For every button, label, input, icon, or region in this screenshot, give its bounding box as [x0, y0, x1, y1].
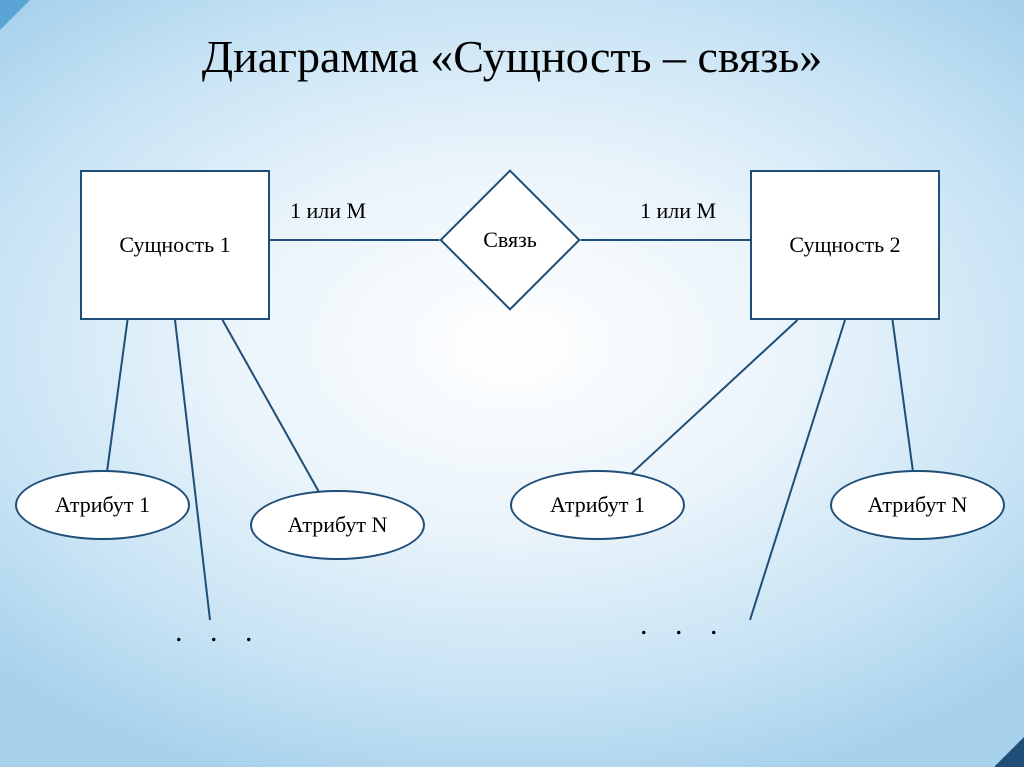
attribute-ellipse: Атрибут N — [830, 470, 1005, 540]
attribute-ellipse: Атрибут N — [250, 490, 425, 560]
relationship-diamond: Связь — [460, 190, 560, 290]
entity-label: Сущность 2 — [789, 232, 900, 258]
entity-box: Сущность 2 — [750, 170, 940, 320]
relationship-label: Связь — [483, 227, 537, 253]
attribute-ellipse: Атрибут 1 — [510, 470, 685, 540]
entity-box: Сущность 1 — [80, 170, 270, 320]
entity-label: Сущность 1 — [119, 232, 230, 258]
ellipsis-dots: . . . — [175, 615, 263, 649]
cardinality-label: 1 или М — [640, 198, 716, 224]
cardinality-label: 1 или М — [290, 198, 366, 224]
attribute-label: Атрибут N — [868, 492, 968, 518]
er-connectors — [0, 0, 1024, 767]
ellipsis-dots: . . . — [640, 608, 728, 642]
attribute-label: Атрибут N — [288, 512, 388, 538]
attribute-ellipse: Атрибут 1 — [15, 470, 190, 540]
attribute-label: Атрибут 1 — [550, 492, 645, 518]
attribute-label: Атрибут 1 — [55, 492, 150, 518]
